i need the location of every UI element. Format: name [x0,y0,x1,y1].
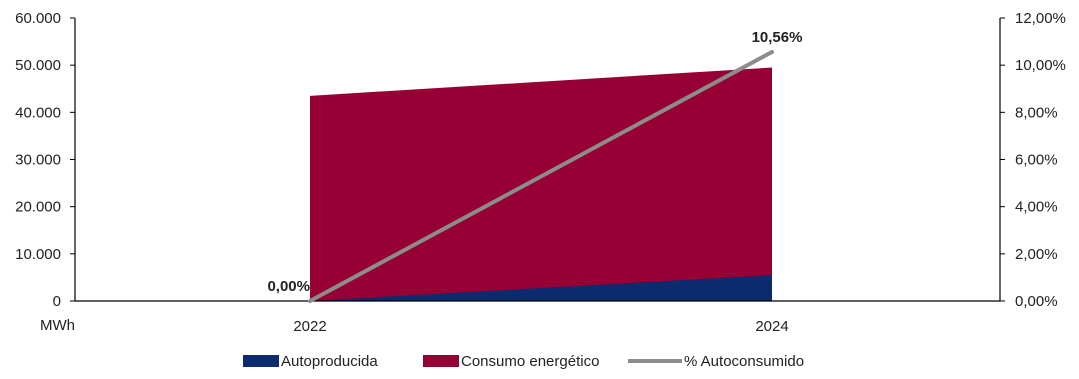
left-tick-label: 40.000 [15,104,61,121]
label-group: 0,00% 10,56% [267,29,802,295]
right-tick-label: 12,00% [1015,10,1066,27]
right-tick-label: 0,00% [1015,293,1058,310]
legend-label: Autoproducida [281,353,378,370]
legend-swatch [423,355,459,367]
area-consumo-energetico [310,67,772,302]
legend-autoconsumido: % Autoconsumido [628,353,804,370]
legend-swatch [243,355,279,367]
data-label: 10,56% [752,29,803,46]
legend-consumo-energetico: Consumo energético [423,353,599,370]
right-tick-label: 2,00% [1015,246,1058,263]
right-tick-label: 4,00% [1015,199,1058,216]
area-group [310,67,772,302]
line-group [308,49,774,303]
left-tick-label: 30.000 [15,152,61,169]
legend-autoproducida: Autoproducida [243,353,378,370]
legend-label: % Autoconsumido [684,353,804,370]
line-autoconsumido [308,49,774,303]
left-axis-unit: MWh [40,317,75,334]
axes-group: 0 10.000 20.000 30.000 40.000 50.000 60.000 0,0… [15,10,1066,335]
left-tick-label: 0 [53,293,61,310]
right-tick-label: 8,00% [1015,104,1058,121]
right-tick-label: 10,00% [1015,57,1066,74]
left-tick-label: 20.000 [15,199,61,216]
left-tick-label: 60.000 [15,10,61,27]
x-tick-label: 2024 [755,318,788,335]
x-tick-label: 2022 [293,318,326,335]
data-label: 0,00% [267,278,310,295]
left-tick-label: 10.000 [15,246,61,263]
left-tick-label: 50.000 [15,57,61,74]
legend-label: Consumo energético [461,353,599,370]
area-autoproducida [310,275,772,301]
right-tick-label: 6,00% [1015,152,1058,169]
legend: Autoproducida Consumo energético % Autocon… [243,353,804,370]
